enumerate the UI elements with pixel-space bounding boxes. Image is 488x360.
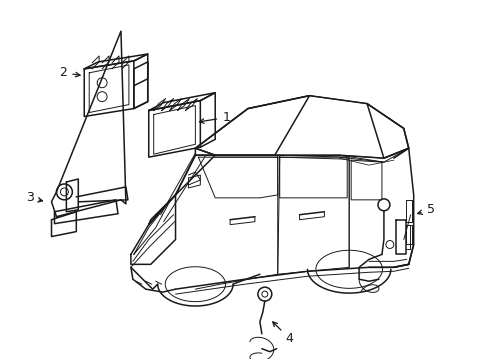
Text: 1: 1: [199, 111, 230, 124]
Text: 3: 3: [26, 192, 42, 204]
Text: 2: 2: [60, 66, 80, 79]
Text: 5: 5: [417, 203, 434, 216]
Text: 4: 4: [272, 322, 293, 345]
